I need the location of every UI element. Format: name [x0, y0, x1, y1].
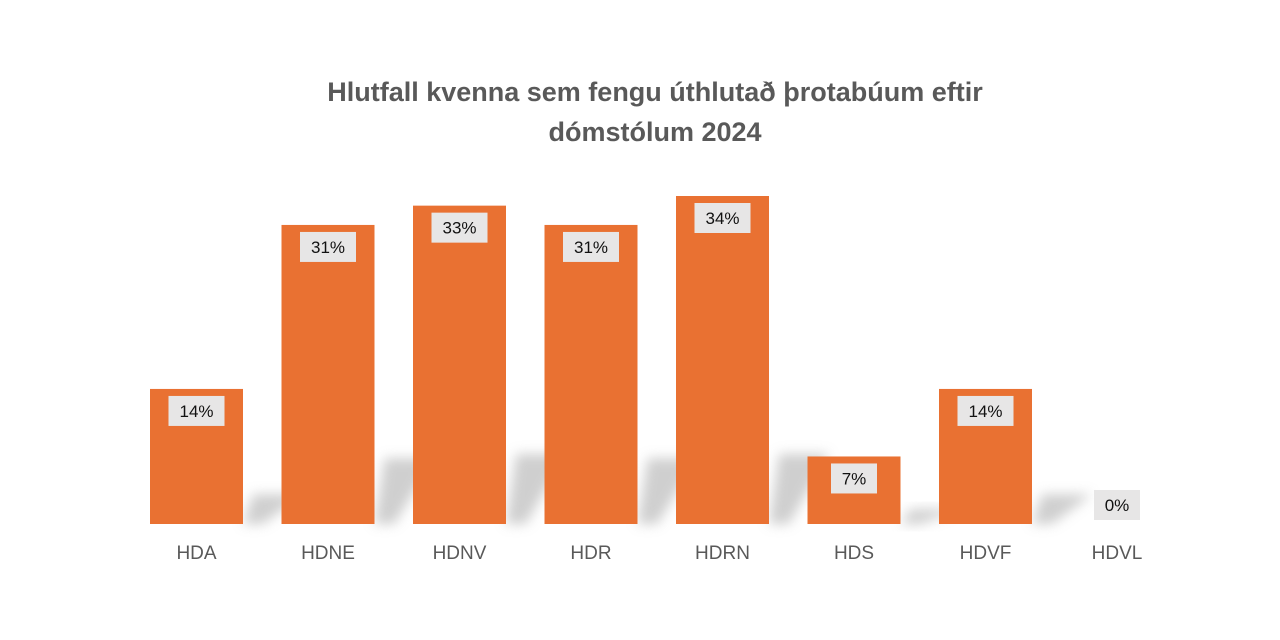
- data-label-hds: 7%: [842, 469, 867, 488]
- chart-title-line-2: dómstólum 2024: [548, 117, 761, 147]
- category-label-hdvf: HDVF: [960, 543, 1012, 564]
- data-label-hdvf: 14%: [968, 402, 1002, 421]
- bar-hdrn: [676, 196, 769, 524]
- data-label-hdrn: 34%: [705, 209, 739, 228]
- category-labels: HDA HDNE HDNV HDR HDRN HDS HDVF HDVL: [176, 543, 1142, 564]
- category-label-hdrn: HDRN: [695, 543, 750, 564]
- data-label-box-hdr: [563, 231, 619, 262]
- bar-shadow-hdvf: [1032, 494, 1092, 524]
- category-label-hda: HDA: [176, 543, 216, 564]
- data-label-hda: 14%: [179, 402, 213, 421]
- data-label-hdvl: 0%: [1105, 496, 1130, 515]
- bar-hdne: [281, 224, 375, 525]
- bars: [150, 196, 1032, 525]
- data-label-box-hds: [831, 463, 877, 494]
- bar-hdnv: [413, 205, 506, 524]
- data-labels: 14% 31% 33% 31% 34% 7% 14% 0%: [168, 203, 1140, 520]
- bar-hdr: [544, 224, 638, 525]
- data-label-box-hda: [168, 395, 225, 426]
- data-label-hdne: 31%: [311, 238, 345, 257]
- category-label-hdvl: HDVL: [1092, 543, 1143, 564]
- chart-title-line-1: Hlutfall kvenna sem fengu úthlutað þrota…: [327, 77, 983, 107]
- category-label-hdnv: HDNV: [433, 543, 487, 564]
- data-label-hdr: 31%: [574, 238, 608, 257]
- data-label-box-hdvf: [957, 395, 1014, 426]
- data-label-box-hdrn: [694, 203, 751, 233]
- data-label-box-hdnv: [431, 212, 488, 243]
- data-label-hdnv: 33%: [442, 219, 476, 238]
- category-label-hdne: HDNE: [301, 543, 355, 564]
- data-label-box-hdne: [300, 231, 356, 262]
- data-label-box-hdvl: [1094, 490, 1140, 520]
- category-label-hdr: HDR: [570, 543, 611, 564]
- category-label-hds: HDS: [834, 543, 874, 564]
